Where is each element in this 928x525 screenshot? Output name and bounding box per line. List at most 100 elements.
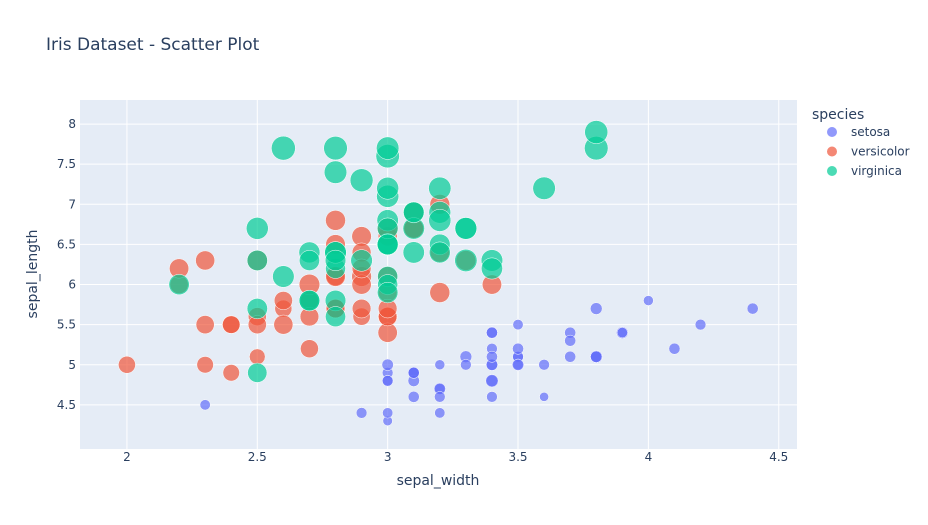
point-setosa[interactable]	[616, 327, 628, 339]
point-virginica[interactable]	[247, 362, 268, 383]
point-virginica[interactable]	[298, 290, 321, 312]
point-setosa[interactable]	[199, 399, 211, 411]
point-virginica[interactable]	[246, 298, 268, 320]
point-setosa[interactable]	[643, 295, 654, 306]
point-versicolor[interactable]	[195, 250, 215, 271]
point-virginica[interactable]	[377, 281, 399, 304]
point-setosa[interactable]	[407, 391, 420, 403]
point-setosa[interactable]	[485, 374, 499, 388]
tick-labels: 2 2.5 3 3.5 4 4.5 4.5 5 5.5 6 6.5 7 7.5 8	[57, 117, 788, 464]
point-virginica[interactable]	[376, 136, 400, 160]
x-tick-label: 4	[645, 450, 653, 464]
point-versicolor[interactable]	[222, 315, 241, 334]
point-virginica[interactable]	[403, 201, 425, 223]
chart-title: Iris Dataset - Scatter Plot	[46, 35, 260, 55]
legend-title: species	[812, 107, 864, 123]
point-virginica[interactable]	[246, 217, 269, 240]
point-virginica[interactable]	[323, 160, 348, 184]
point-virginica[interactable]	[429, 241, 451, 264]
point-setosa[interactable]	[486, 391, 498, 403]
point-virginica[interactable]	[584, 120, 609, 144]
point-setosa[interactable]	[538, 359, 550, 371]
legend-marker	[827, 146, 837, 157]
legend: species setosa versicolor virginica	[812, 107, 910, 178]
legend-label: virginica	[851, 164, 902, 178]
point-virginica[interactable]	[376, 177, 399, 200]
point-virginica[interactable]	[271, 135, 296, 161]
series-virginica	[168, 120, 609, 383]
point-setosa[interactable]	[434, 407, 446, 419]
point-virginica[interactable]	[323, 136, 348, 161]
point-versicolor[interactable]	[273, 291, 293, 310]
point-setosa[interactable]	[512, 342, 524, 355]
point-versicolor[interactable]	[429, 282, 451, 303]
point-versicolor[interactable]	[325, 210, 346, 231]
y-tick-label: 4.5	[57, 398, 76, 412]
point-setosa[interactable]	[511, 358, 525, 371]
y-tick-label: 8	[68, 117, 76, 131]
point-virginica[interactable]	[376, 233, 399, 256]
y-tick-label: 6	[68, 278, 76, 292]
point-virginica[interactable]	[272, 265, 295, 288]
point-setosa[interactable]	[460, 359, 472, 371]
point-versicolor[interactable]	[351, 298, 372, 319]
x-tick-label: 2	[123, 450, 131, 464]
point-virginica[interactable]	[168, 274, 190, 295]
legend-item-virginica[interactable]: virginica	[827, 164, 902, 178]
point-setosa[interactable]	[382, 407, 394, 419]
point-setosa[interactable]	[564, 350, 577, 363]
point-setosa[interactable]	[434, 391, 446, 403]
legend-marker	[827, 166, 837, 176]
point-setosa[interactable]	[668, 342, 681, 355]
point-versicolor[interactable]	[118, 355, 136, 374]
point-setosa[interactable]	[590, 302, 603, 315]
point-versicolor[interactable]	[222, 364, 240, 382]
x-tick-label: 4.5	[769, 450, 788, 464]
point-setosa[interactable]	[381, 358, 394, 371]
point-virginica[interactable]	[402, 241, 425, 264]
y-tick-label: 5.5	[57, 318, 76, 332]
point-virginica[interactable]	[350, 249, 373, 272]
point-virginica[interactable]	[532, 176, 556, 200]
point-setosa[interactable]	[486, 350, 498, 363]
point-virginica[interactable]	[428, 208, 452, 232]
y-tick-label: 7.5	[57, 157, 76, 171]
point-virginica[interactable]	[299, 250, 320, 271]
point-virginica[interactable]	[324, 249, 347, 272]
legend-item-versicolor[interactable]: versicolor	[827, 145, 910, 159]
legend-item-setosa[interactable]: setosa	[827, 125, 890, 139]
point-setosa[interactable]	[486, 326, 498, 339]
series-setosa	[199, 295, 759, 426]
legend-label: versicolor	[851, 145, 910, 159]
point-virginica[interactable]	[481, 257, 503, 280]
point-versicolor[interactable]	[196, 356, 214, 374]
point-versicolor[interactable]	[195, 315, 215, 335]
point-setosa[interactable]	[746, 302, 759, 315]
point-virginica[interactable]	[246, 249, 268, 271]
point-setosa[interactable]	[355, 407, 368, 419]
point-setosa[interactable]	[434, 359, 446, 371]
point-virginica[interactable]	[349, 168, 374, 192]
point-setosa[interactable]	[694, 318, 707, 331]
y-tick-label: 5	[68, 358, 76, 372]
point-setosa[interactable]	[382, 375, 394, 387]
point-setosa[interactable]	[564, 334, 577, 347]
point-versicolor[interactable]	[273, 314, 294, 335]
x-tick-label: 3.5	[508, 450, 527, 464]
point-versicolor[interactable]	[300, 339, 319, 358]
point-virginica[interactable]	[454, 217, 478, 240]
legend-label: setosa	[851, 125, 890, 139]
point-setosa[interactable]	[512, 319, 524, 331]
point-virginica[interactable]	[325, 306, 346, 327]
point-setosa[interactable]	[590, 350, 603, 363]
y-tick-label: 6.5	[57, 237, 76, 251]
point-virginica[interactable]	[454, 249, 478, 272]
point-versicolor[interactable]	[249, 348, 266, 365]
point-setosa[interactable]	[407, 366, 420, 379]
legend-marker	[827, 127, 837, 137]
point-setosa[interactable]	[539, 392, 549, 402]
y-tick-label: 7	[68, 197, 76, 211]
x-tick-label: 3	[384, 450, 392, 464]
x-tick-label: 2.5	[248, 450, 267, 464]
point-virginica[interactable]	[428, 176, 452, 200]
